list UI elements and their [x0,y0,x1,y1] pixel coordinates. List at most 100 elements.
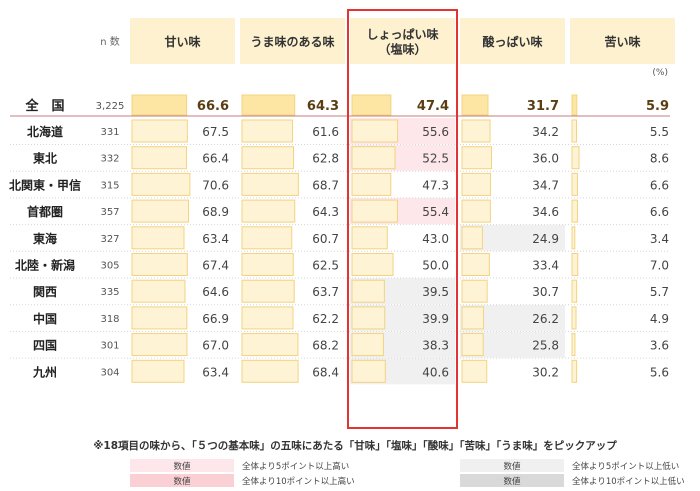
region-row: 北陸・新潟 305 67.4 62.5 50.0 33.4 7.0 [15,253,669,276]
data-value-label: 67.5 [202,125,229,139]
data-bar [571,146,580,170]
data-bar [461,333,484,357]
legend-text: 全体より10ポイント以上高い [242,476,355,487]
table-body: 全 国 3,225 66.6 64.3 47.4 31.7 5.9 北海道 331 67.5 61.… [9,94,669,383]
column-header-label: （塩味） [378,42,426,57]
data-value-label: 39.9 [422,312,449,326]
column-header-label: しょっぱい味 [366,27,438,42]
data-value-label: 50.0 [422,259,449,273]
data-value-label: 40.6 [422,365,449,379]
data-value-label: 38.3 [422,339,449,353]
data-value-label: 34.7 [532,178,559,192]
row-n-count: 331 [100,127,119,138]
data-bar [351,199,398,223]
data-bar [131,146,187,170]
data-bar [351,119,399,143]
data-value-label: 6.6 [650,205,669,219]
data-value-label: 60.7 [312,232,339,246]
column-header-label: 酸っぱい味 [482,34,542,49]
row-label: 中国 [33,311,57,326]
data-value-label: 55.6 [422,125,449,139]
data-bar [241,359,299,383]
national-row: 全 国 3,225 66.6 64.3 47.4 31.7 5.9 [24,94,669,116]
data-value-label: 52.5 [422,152,449,166]
data-value-label: 64.3 [312,205,339,219]
data-value-label: 39.5 [422,285,449,299]
data-bar [241,279,295,303]
row-label: 北関東・甲信 [9,177,81,192]
data-bar [131,359,185,383]
row-label: 関西 [33,285,57,299]
data-value-label: 34.6 [532,205,559,219]
data-value-label: 24.9 [532,232,559,246]
row-n-count: 304 [100,367,119,378]
legend-text: 全体より5ポイント以上低い [572,461,679,472]
data-value-label: 6.6 [650,178,669,192]
data-value-label: 68.7 [312,178,339,192]
data-bar [571,172,578,196]
region-row: 四国 301 67.0 68.2 38.3 25.8 3.6 [33,333,669,357]
column-header-bg-3 [460,18,565,64]
legend-swatch [130,474,234,487]
highlight-column-box [347,9,458,429]
data-value-label: 70.6 [202,178,229,192]
data-bar [461,253,490,276]
region-row: 北海道 331 67.5 61.6 55.6 34.2 5.5 [27,119,669,143]
data-bar [241,306,294,330]
data-value-label: 47.3 [422,178,449,192]
data-bar [241,333,299,357]
row-label: 全 国 [24,98,64,114]
row-n-count: 357 [100,207,119,218]
overlay-layer [10,9,670,429]
legend-swatch-label: 数値 [503,476,521,487]
data-value-label: 63.4 [202,365,229,379]
data-bar [241,172,299,196]
column-header-bg-0 [130,18,235,64]
row-n-count: 318 [100,314,119,325]
data-value-label: 43.0 [422,232,449,246]
data-value-label: 5.7 [650,285,669,299]
legend-text: 全体より10ポイント以上低い [572,476,685,487]
data-value-label: 62.2 [312,312,339,326]
data-bar [461,94,489,116]
data-value-label: 4.9 [650,312,669,326]
data-bar [351,226,388,250]
data-value-label: 5.9 [646,99,669,114]
legend-swatch-label: 数値 [173,461,191,472]
data-bar [461,359,488,383]
region-row: 北関東・甲信 315 70.6 68.7 47.3 34.7 6.6 [9,172,669,196]
row-n-count: 332 [100,154,119,165]
data-bar [351,146,396,170]
data-value-label: 26.2 [532,312,559,326]
data-bar [241,253,294,276]
data-value-label: 68.9 [202,205,229,219]
legend-swatch-label: 数値 [503,461,521,472]
column-header-label: 苦い味 [604,34,640,49]
data-bar [241,94,296,116]
data-bar [131,279,186,303]
data-value-label: 7.0 [650,259,669,273]
data-value-label: 3.6 [650,339,669,353]
column-header-label: うま味のある味 [250,34,334,49]
legend-swatch [130,459,234,472]
row-n-count: 3,225 [96,101,125,112]
row-n-count: 301 [100,341,119,352]
data-bar [571,253,579,276]
data-bar [351,94,392,116]
data-value-label: 30.2 [532,365,559,379]
column-header-bg-2 [350,18,455,64]
data-value-label: 33.4 [532,259,559,273]
data-value-label: 5.5 [650,125,669,139]
data-value-label: 63.7 [312,285,339,299]
data-bar [571,94,578,116]
data-bar [241,146,294,170]
data-bar [461,279,488,303]
data-bar [571,279,578,303]
data-bar [571,226,576,250]
data-bar [461,172,491,196]
data-value-label: 62.5 [312,259,339,273]
data-bar [131,94,188,116]
data-value-label: 68.2 [312,339,339,353]
row-label: 東北 [33,151,57,166]
